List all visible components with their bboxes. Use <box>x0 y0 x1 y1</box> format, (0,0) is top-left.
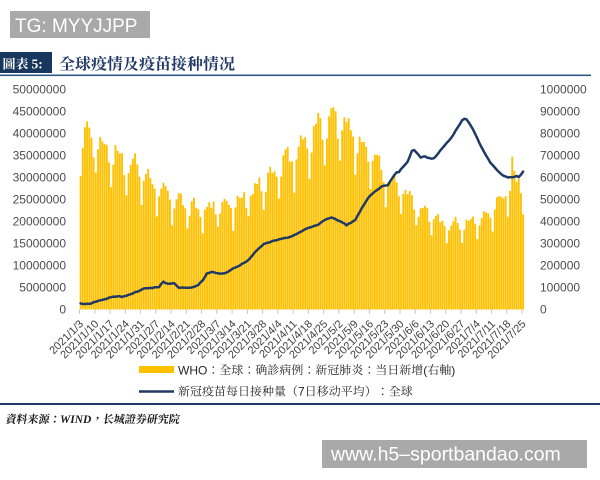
svg-text:40000000: 40000000 <box>13 127 67 141</box>
svg-text:400000: 400000 <box>540 215 580 229</box>
svg-text:WIND: WIND <box>60 414 92 426</box>
svg-text:1000000: 1000000 <box>540 83 587 97</box>
svg-text:600000: 600000 <box>540 171 580 185</box>
svg-text:TG: MYYJJPP: TG: MYYJJPP <box>15 16 137 37</box>
svg-text:(: ( <box>423 363 427 377</box>
svg-text:5000000: 5000000 <box>19 281 66 295</box>
svg-text:45000000: 45000000 <box>13 105 67 119</box>
svg-text:WHO: WHO <box>178 363 207 377</box>
svg-text:5:: 5: <box>32 57 43 72</box>
svg-text:10000000: 10000000 <box>13 259 67 273</box>
svg-text:200000: 200000 <box>540 259 580 273</box>
svg-text:500000: 500000 <box>540 193 580 207</box>
svg-text:0: 0 <box>540 303 547 317</box>
svg-text:50000000: 50000000 <box>13 83 67 97</box>
svg-text:35000000: 35000000 <box>13 149 67 163</box>
svg-text:): ) <box>451 363 455 377</box>
svg-text:30000000: 30000000 <box>13 171 67 185</box>
svg-text:www.h5–sportbandao.com: www.h5–sportbandao.com <box>330 444 561 466</box>
svg-text:25000000: 25000000 <box>13 193 67 207</box>
svg-text:900000: 900000 <box>540 105 580 119</box>
svg-text:300000: 300000 <box>540 237 580 251</box>
svg-text:800000: 800000 <box>540 127 580 141</box>
svg-text:20000000: 20000000 <box>13 215 67 229</box>
svg-text:100000: 100000 <box>540 281 580 295</box>
svg-text:0: 0 <box>59 303 66 317</box>
svg-text:15000000: 15000000 <box>13 237 67 251</box>
svg-text:700000: 700000 <box>540 149 580 163</box>
svg-text:7: 7 <box>298 385 305 399</box>
